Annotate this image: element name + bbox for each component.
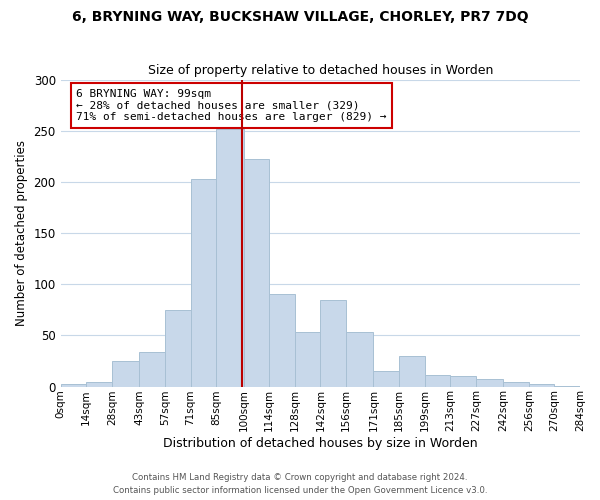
Bar xyxy=(295,332,320,386)
Bar xyxy=(86,382,112,386)
Bar xyxy=(425,376,450,386)
Bar xyxy=(399,356,425,386)
Bar xyxy=(346,332,373,386)
Bar xyxy=(529,384,554,386)
Bar xyxy=(244,160,269,386)
Bar xyxy=(216,128,244,386)
Bar xyxy=(320,300,346,386)
Bar xyxy=(191,179,216,386)
Bar xyxy=(61,384,86,386)
Bar xyxy=(503,382,529,386)
Bar xyxy=(476,380,503,386)
Bar xyxy=(165,310,191,386)
Bar xyxy=(139,352,165,386)
Title: Size of property relative to detached houses in Worden: Size of property relative to detached ho… xyxy=(148,64,493,77)
Bar xyxy=(373,371,399,386)
Text: 6 BRYNING WAY: 99sqm
← 28% of detached houses are smaller (329)
71% of semi-deta: 6 BRYNING WAY: 99sqm ← 28% of detached h… xyxy=(76,89,387,122)
Y-axis label: Number of detached properties: Number of detached properties xyxy=(15,140,28,326)
Bar xyxy=(450,376,476,386)
Bar xyxy=(112,361,139,386)
Bar xyxy=(269,294,295,386)
X-axis label: Distribution of detached houses by size in Worden: Distribution of detached houses by size … xyxy=(163,437,478,450)
Text: 6, BRYNING WAY, BUCKSHAW VILLAGE, CHORLEY, PR7 7DQ: 6, BRYNING WAY, BUCKSHAW VILLAGE, CHORLE… xyxy=(71,10,529,24)
Text: Contains HM Land Registry data © Crown copyright and database right 2024.
Contai: Contains HM Land Registry data © Crown c… xyxy=(113,474,487,495)
